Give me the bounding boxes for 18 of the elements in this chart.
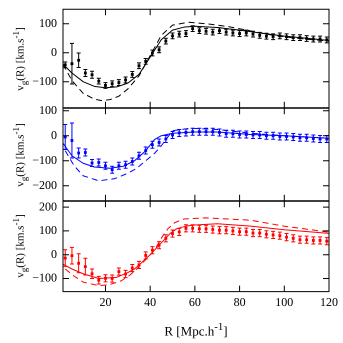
y-tick-label: 100 [39, 102, 57, 117]
x-tick-label: 40 [144, 294, 156, 309]
y-tick-label: −100 [32, 152, 57, 167]
x-axis-title: R [Mpc.h$^{-1}$] [164, 320, 228, 339]
y-tick-label: 0 [51, 246, 57, 261]
y-tick-label: −200 [32, 178, 57, 192]
y-tick-label: 100 [39, 16, 57, 30]
x-tick-label: 120 [320, 294, 338, 309]
y-tick-label: −100 [32, 74, 57, 88]
x-tick-label: 20 [99, 294, 112, 309]
y-tick-label: 100 [39, 223, 57, 238]
x-tick-label: 100 [275, 294, 294, 309]
x-tick-label: 60 [188, 294, 201, 309]
y-tick-label: 200 [39, 199, 57, 214]
x-tick-label: 80 [234, 294, 246, 309]
y-tick-label: −100 [32, 270, 57, 285]
y-tick-label: 0 [51, 44, 57, 59]
y-tick-label: 0 [51, 128, 57, 142]
